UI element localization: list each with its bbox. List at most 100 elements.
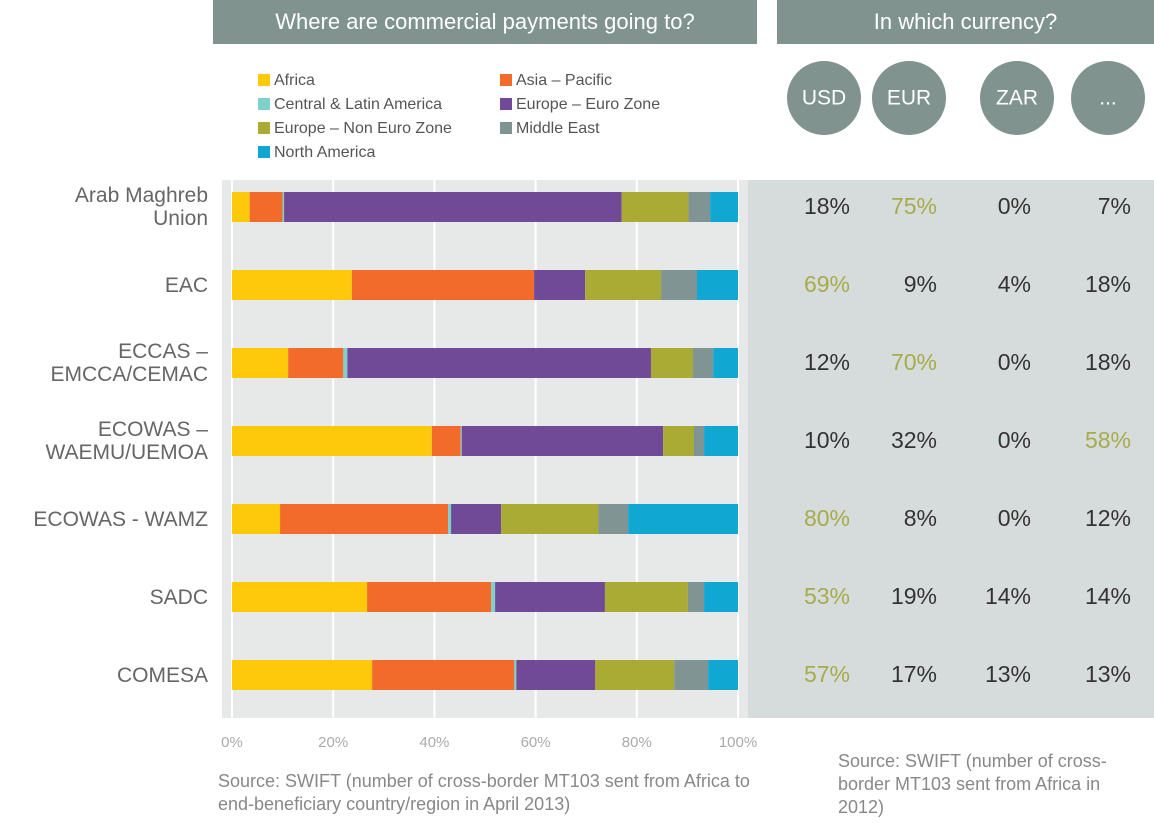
currency-label: USD: [802, 87, 846, 110]
currency-share: 14%: [985, 583, 1031, 609]
bar-segment: [232, 660, 373, 690]
bar-segment: [704, 426, 738, 456]
legend-swatch: [500, 74, 512, 86]
bar-segment: [282, 192, 285, 222]
chart-source: Source: SWIFT (number of cross-border MT…: [218, 771, 750, 814]
currency-share: 14%: [1085, 583, 1131, 609]
currency-share: 58%: [1085, 427, 1131, 453]
legend-swatch: [258, 146, 270, 158]
legend-swatch: [258, 98, 270, 110]
legend-swatch: [500, 122, 512, 134]
currency-share: 12%: [804, 349, 850, 375]
bar-segment: [663, 426, 694, 456]
bar-segment: [598, 504, 629, 534]
legend-swatch: [258, 74, 270, 86]
legend-label: North America: [274, 144, 375, 161]
currency-share: 32%: [891, 427, 937, 453]
bar-segment: [372, 660, 515, 690]
currency-title: In which currency?: [777, 0, 1154, 44]
y-tick-label: Arab Maghreb Union: [74, 184, 208, 230]
bar-segment: [491, 582, 496, 612]
y-tick-label: ECOWAS – WAEMU/UEMOA: [45, 418, 208, 464]
y-tick-label: ECOWAS - WAMZ: [33, 507, 208, 531]
bar-segment: [461, 426, 664, 456]
currency-share: 19%: [891, 583, 937, 609]
currency-circle: [1071, 61, 1145, 135]
bar-segment: [534, 270, 586, 300]
currency-share: 0%: [998, 349, 1031, 375]
currency-share: 69%: [804, 271, 850, 297]
currency-share: 53%: [804, 583, 850, 609]
currency-share: 13%: [985, 661, 1031, 687]
currency-share: 10%: [804, 427, 850, 453]
chart-title: Where are commercial payments going to?: [213, 0, 757, 44]
x-tick-label: 60%: [521, 734, 551, 751]
bar-segment: [280, 504, 449, 534]
bar-segment: [232, 270, 352, 300]
x-tick-label: 0%: [221, 734, 243, 751]
bar-segment: [451, 504, 502, 534]
bar-segment: [708, 660, 738, 690]
bar-segment: [249, 192, 283, 222]
currency-share: 9%: [904, 271, 937, 297]
currency-share: 18%: [1085, 349, 1131, 375]
x-tick-label: 100%: [719, 734, 757, 751]
currency-share: 0%: [998, 193, 1031, 219]
x-tick-label: 80%: [622, 734, 652, 751]
legend-label: Central & Latin America: [274, 96, 442, 113]
legend-label: Asia – Pacific: [516, 72, 612, 89]
bar-segment: [674, 660, 709, 690]
currency-circle: [872, 61, 946, 135]
bar-segment: [713, 348, 738, 378]
bar-segment: [621, 192, 689, 222]
legend-label: Europe – Non Euro Zone: [274, 120, 452, 137]
y-tick-label: COMESA: [116, 663, 208, 687]
currency-share: 7%: [1098, 193, 1131, 219]
bar-segment: [232, 426, 432, 456]
bar-segment: [351, 270, 535, 300]
bar-segment: [232, 582, 368, 612]
bar-segment: [697, 270, 738, 300]
bar-segment: [495, 582, 605, 612]
currency-label: ...: [1099, 87, 1117, 110]
currency-share: 57%: [804, 661, 850, 687]
bar-segment: [687, 582, 705, 612]
currency-circle: [980, 61, 1054, 135]
x-tick-label: 20%: [318, 734, 348, 751]
currency-share: 18%: [1085, 271, 1131, 297]
bar-segment: [692, 348, 714, 378]
bar-segment: [431, 426, 461, 456]
y-tick-label: SADC: [149, 585, 208, 609]
currency-circle: [787, 61, 861, 135]
currency-share: 80%: [804, 505, 850, 531]
currency-share: 18%: [804, 193, 850, 219]
bar-segment: [232, 192, 250, 222]
bar-segment: [595, 660, 675, 690]
currency-share: 70%: [891, 349, 937, 375]
currency-share: 12%: [1085, 505, 1131, 531]
bar-segment: [710, 192, 738, 222]
bar-segment: [514, 660, 517, 690]
currency-share: 75%: [891, 193, 937, 219]
currency-share: 0%: [998, 427, 1031, 453]
bar-segment: [343, 348, 348, 378]
bar-segment: [604, 582, 688, 612]
currency-share: 4%: [998, 271, 1031, 297]
bar-segment: [367, 582, 492, 612]
currency-share: 0%: [998, 505, 1031, 531]
y-tick-label: EAC: [164, 273, 208, 297]
bar-segment: [501, 504, 599, 534]
currency-panel: [748, 180, 1154, 718]
bar-segment: [460, 426, 462, 456]
bar-segment: [448, 504, 452, 534]
legend-swatch: [500, 98, 512, 110]
bar-segment: [650, 348, 693, 378]
legend-label: Europe – Euro Zone: [516, 96, 660, 113]
legend-swatch: [258, 122, 270, 134]
bar-segment: [232, 504, 281, 534]
bar-segment: [688, 192, 711, 222]
bar-segment: [284, 192, 622, 222]
bar-segment: [288, 348, 344, 378]
